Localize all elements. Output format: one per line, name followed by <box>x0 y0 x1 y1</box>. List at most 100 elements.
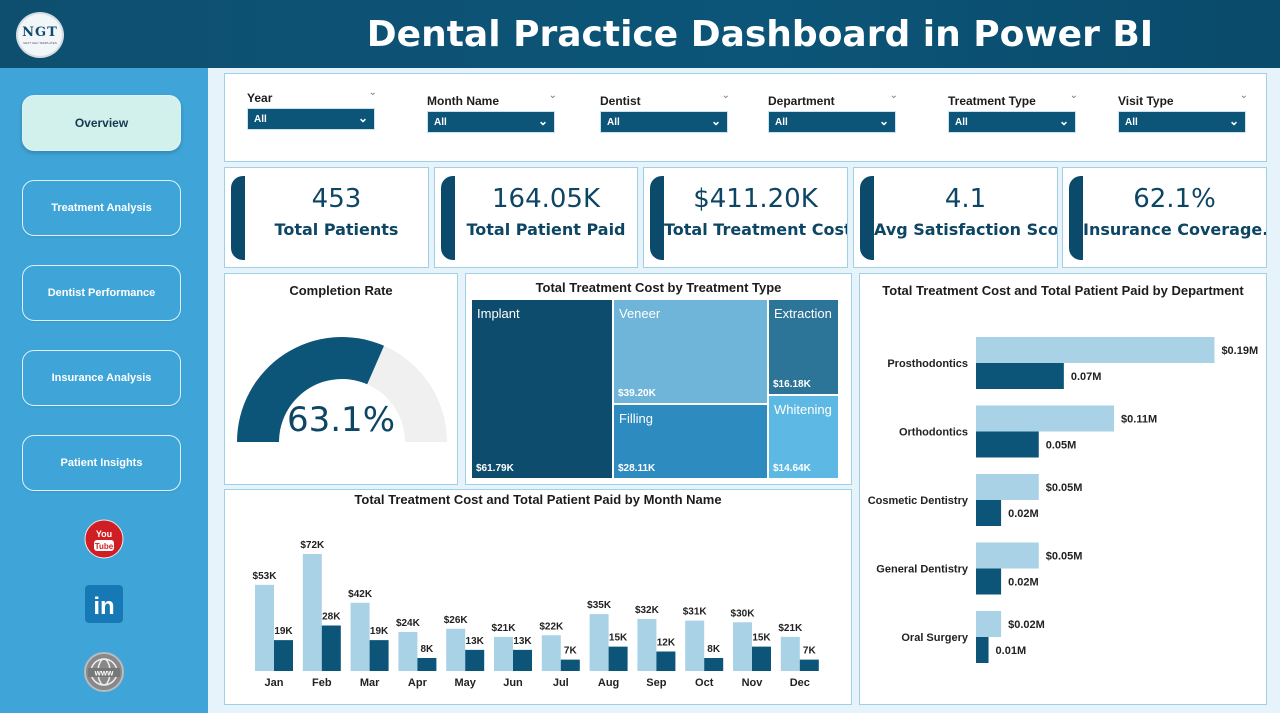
y-category-label: General Dentistry <box>876 564 969 576</box>
bar-patient-paid[interactable] <box>417 658 437 671</box>
hbar-data-label: $0.02M <box>1008 619 1045 631</box>
bar-data-label: $72K <box>300 540 325 551</box>
bar-patient-paid[interactable] <box>799 659 819 671</box>
filter-treatment-type-select[interactable]: All ⌄ <box>948 111 1076 133</box>
logo-subtext: NEXT GEN TEMPLATES <box>23 41 57 45</box>
bar-patient-paid[interactable] <box>465 649 485 671</box>
treemap-panel[interactable]: Total Treatment Cost by Treatment Type I… <box>465 273 852 485</box>
youtube-icon[interactable]: You Tube <box>84 519 124 559</box>
department-bar-chart: $0.19M 0.07M Prosthodontics $0.11M 0.05M Orth… <box>868 337 1258 663</box>
nav-dentist-performance-button[interactable]: Dentist Performance <box>22 265 181 321</box>
hbar-treatment-cost[interactable] <box>976 405 1115 432</box>
bar-treatment-cost[interactable] <box>541 635 561 671</box>
filter-month-name[interactable]: Month Name ⌄ All ⌄ <box>427 90 557 133</box>
filter-month-select[interactable]: All ⌄ <box>427 111 555 133</box>
x-tick-label: May <box>454 677 476 689</box>
svg-text:Tube: Tube <box>95 542 114 551</box>
linkedin-icon[interactable]: in <box>84 584 124 624</box>
kpi-value: 453 <box>311 184 362 214</box>
chevron-down-icon[interactable]: ⌄ <box>721 90 730 101</box>
bar-patient-paid[interactable] <box>704 658 724 671</box>
x-tick-label: Feb <box>312 677 332 689</box>
bar-patient-paid[interactable] <box>752 646 771 671</box>
hbar-patient-paid[interactable] <box>976 568 1002 595</box>
month-chart-panel[interactable]: Total Treatment Cost and Total Patient P… <box>224 489 852 705</box>
filter-year-select[interactable]: All ⌄ <box>247 108 375 130</box>
kpi-accent <box>650 176 664 260</box>
hbar-patient-paid[interactable] <box>976 431 1039 458</box>
hbar-treatment-cost[interactable] <box>976 474 1039 500</box>
header-bar: NGT NEXT GEN TEMPLATES Dental Practice D… <box>0 0 1280 68</box>
gauge-title: Completion Rate <box>289 283 393 298</box>
filter-dentist[interactable]: Dentist ⌄ All ⌄ <box>600 90 730 133</box>
kpi-accent <box>441 176 455 260</box>
chevron-down-icon[interactable]: ⌄ <box>1069 90 1078 101</box>
bar-treatment-cost[interactable] <box>398 632 418 671</box>
filter-month-label: Month Name <box>427 94 499 108</box>
treemap-cell-veneer[interactable]: Veneer $39.20K <box>613 299 768 404</box>
bar-treatment-cost[interactable] <box>637 619 657 671</box>
filter-year[interactable]: Year ⌄ All ⌄ <box>247 87 377 130</box>
filter-visit-type[interactable]: Visit Type ⌄ All ⌄ <box>1118 90 1248 133</box>
nav-insurance-analysis-button[interactable]: Insurance Analysis <box>22 350 181 406</box>
bar-treatment-cost[interactable] <box>733 622 752 671</box>
kpi-label: Total Patients <box>274 220 399 239</box>
kpi-value: 62.1% <box>1133 184 1216 214</box>
x-tick-label: Jul <box>553 677 569 689</box>
treemap-cell-name: Implant <box>477 306 520 321</box>
bar-patient-paid[interactable] <box>560 659 580 671</box>
completion-rate-panel[interactable]: Completion Rate 63.1% <box>224 273 458 485</box>
bar-patient-paid[interactable] <box>608 646 628 671</box>
hbar-patient-paid[interactable] <box>976 637 989 663</box>
filter-visit-type-select[interactable]: All ⌄ <box>1118 111 1246 133</box>
nav-overview-button[interactable]: Overview <box>22 95 181 151</box>
hbar-treatment-cost[interactable] <box>976 337 1215 363</box>
bar-treatment-cost[interactable] <box>302 554 322 671</box>
bar-treatment-cost[interactable] <box>589 614 609 671</box>
bar-data-label: $21K <box>492 623 517 634</box>
treemap-cell-extraction[interactable]: Extraction $16.18K <box>768 299 839 395</box>
x-tick-label: Mar <box>360 677 380 689</box>
filter-department-label: Department <box>768 94 835 108</box>
nav-patient-insights-button[interactable]: Patient Insights <box>22 435 181 491</box>
bar-patient-paid[interactable] <box>321 625 341 672</box>
bar-patient-paid[interactable] <box>274 640 293 671</box>
bar-treatment-cost[interactable] <box>350 602 370 671</box>
hbar-data-label: 0.02M <box>1008 508 1039 520</box>
bar-data-label: $21K <box>778 623 803 634</box>
bar-data-label: $53K <box>253 571 278 582</box>
bar-treatment-cost[interactable] <box>446 628 466 671</box>
hbar-treatment-cost[interactable] <box>976 611 1002 637</box>
hbar-data-label: $0.05M <box>1046 482 1083 494</box>
globe-icon[interactable]: www <box>84 652 124 692</box>
filter-dentist-select[interactable]: All ⌄ <box>600 111 728 133</box>
treemap-cell-whitening[interactable]: Whitening $14.64K <box>768 395 839 479</box>
kpi-total-patients: 453 Total Patients <box>224 167 429 268</box>
hbar-patient-paid[interactable] <box>976 363 1064 389</box>
bar-patient-paid[interactable] <box>369 640 389 671</box>
filter-department[interactable]: Department ⌄ All ⌄ <box>768 90 898 133</box>
treemap-cell-filling[interactable]: Filling $28.11K <box>613 404 768 479</box>
chevron-down-icon[interactable]: ⌄ <box>889 90 898 101</box>
x-tick-label: Jan <box>265 677 284 689</box>
filter-treatment-type[interactable]: Treatment Type ⌄ All ⌄ <box>948 90 1078 133</box>
x-tick-label: Dec <box>790 677 810 689</box>
chevron-down-icon[interactable]: ⌄ <box>368 87 377 98</box>
bar-patient-paid[interactable] <box>656 651 676 672</box>
bar-treatment-cost[interactable] <box>255 584 274 671</box>
nav-treatment-analysis-button[interactable]: Treatment Analysis <box>22 180 181 236</box>
filter-department-select[interactable]: All ⌄ <box>768 111 896 133</box>
hbar-patient-paid[interactable] <box>976 500 1002 526</box>
treemap-cell-name: Whitening <box>774 402 832 417</box>
department-chart-panel[interactable]: Total Treatment Cost and Total Patient P… <box>859 273 1267 705</box>
treemap-cell-implant[interactable]: Implant $61.79K <box>471 299 613 479</box>
bar-treatment-cost[interactable] <box>494 636 513 671</box>
bar-treatment-cost[interactable] <box>780 636 800 671</box>
bar-treatment-cost[interactable] <box>685 620 705 671</box>
x-tick-label: Nov <box>742 677 764 689</box>
bar-patient-paid[interactable] <box>513 649 532 671</box>
chevron-down-icon[interactable]: ⌄ <box>548 90 557 101</box>
hbar-data-label: $0.19M <box>1221 345 1258 357</box>
chevron-down-icon[interactable]: ⌄ <box>1239 90 1248 101</box>
hbar-treatment-cost[interactable] <box>976 542 1039 569</box>
